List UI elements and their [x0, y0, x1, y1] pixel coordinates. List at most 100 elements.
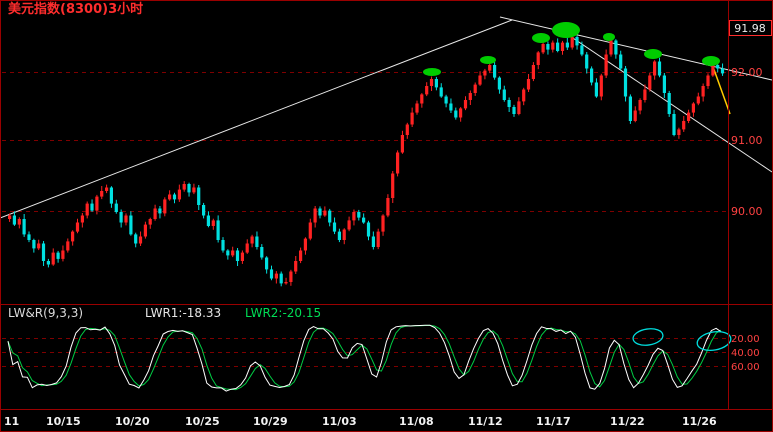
candle-body	[37, 243, 41, 249]
candle-body	[648, 75, 652, 90]
candles-layer	[8, 34, 725, 287]
candle-body	[473, 84, 477, 93]
candle-body	[522, 89, 526, 102]
candle-body	[357, 212, 361, 218]
candle-body	[662, 75, 666, 93]
candle-body	[434, 79, 438, 88]
candle-body	[633, 110, 637, 121]
axes-layer: 92.00 91.00 90.00 20.00 40.00 60.00 11 10/15 10/…	[4, 66, 763, 428]
candle-body	[396, 152, 400, 174]
candle-body	[158, 208, 162, 214]
candle-body	[386, 198, 390, 216]
candle-body	[124, 215, 128, 223]
candle-body	[231, 250, 235, 256]
candle-body	[405, 124, 409, 135]
trendline	[499, 16, 773, 81]
candle-body	[255, 236, 259, 247]
candle-body	[400, 135, 404, 153]
chart-title: 美元指数(8300)3小时	[8, 1, 143, 17]
latest-price-value: 91.98	[734, 22, 766, 35]
candle-body	[425, 86, 429, 95]
candle-body	[206, 215, 210, 226]
candle-body	[628, 96, 632, 121]
candle-body	[488, 65, 492, 71]
candle-body	[250, 236, 254, 244]
candle-body	[153, 208, 157, 219]
candle-body	[202, 205, 206, 216]
candle-body	[80, 215, 84, 223]
candle-body	[274, 273, 278, 279]
candle-body	[8, 215, 12, 219]
candle-body	[604, 54, 608, 76]
candle-body	[12, 215, 16, 225]
candle-body	[46, 261, 50, 265]
candle-body	[551, 42, 555, 50]
candle-body	[444, 96, 448, 104]
date-label: 11/22	[610, 415, 645, 428]
candle-body	[366, 222, 371, 237]
price-axis-label: 90.00	[731, 205, 763, 218]
candle-body	[493, 65, 497, 78]
candle-body	[439, 87, 443, 97]
candle-body	[531, 65, 535, 79]
candle-body	[706, 75, 710, 86]
indicator-axis-label: 20.00	[731, 334, 760, 345]
date-label: 11/12	[468, 415, 503, 428]
candle-body	[61, 250, 65, 259]
candle-body	[177, 189, 181, 200]
lwr2-line	[7, 324, 722, 391]
candle-body	[657, 61, 662, 76]
candle-body	[638, 100, 642, 111]
date-label: 11	[4, 415, 19, 428]
candle-body	[483, 70, 487, 76]
candle-body	[565, 42, 569, 48]
candle-body	[463, 100, 468, 109]
candle-body	[216, 220, 220, 240]
peak-marker	[552, 22, 580, 38]
date-label: 10/20	[115, 415, 150, 428]
candle-body	[211, 220, 215, 226]
candle-body	[682, 121, 686, 130]
peak-markers-layer	[423, 22, 720, 76]
candle-body	[313, 208, 317, 223]
candle-body	[362, 217, 366, 223]
candle-body	[289, 271, 293, 282]
candle-body	[187, 184, 191, 193]
hand-drawn-circle	[696, 331, 732, 351]
candle-body	[269, 269, 274, 279]
candle-body	[284, 282, 288, 284]
candle-body	[192, 187, 196, 193]
candle-body	[265, 257, 269, 270]
candle-body	[90, 203, 94, 211]
candle-body	[711, 65, 715, 76]
peak-marker	[532, 33, 550, 43]
date-label: 11/08	[399, 415, 434, 428]
candle-body	[143, 224, 147, 237]
date-label: 11/26	[682, 415, 717, 428]
candle-body	[197, 187, 201, 205]
price-axis-label: 91.00	[731, 134, 763, 147]
candle-body	[27, 234, 31, 240]
candle-body	[279, 273, 283, 284]
peak-marker	[480, 56, 496, 64]
candle-body	[134, 234, 138, 244]
candle-body	[454, 110, 458, 118]
candle-body	[478, 75, 482, 85]
candle-body	[410, 112, 414, 125]
date-label: 10/29	[253, 415, 288, 428]
indicator-axis-label: 60.00	[731, 362, 760, 373]
trendlines-layer	[0, 16, 773, 219]
candle-body	[109, 187, 113, 204]
latest-price-frame	[729, 20, 772, 36]
indicator-name: LW&R(9,3,3)	[8, 306, 83, 320]
candle-body	[459, 108, 463, 118]
candle-body	[614, 40, 618, 55]
candle-body	[22, 219, 26, 235]
candle-body	[696, 96, 700, 104]
candle-body	[381, 215, 385, 232]
candle-body	[119, 212, 123, 223]
candle-body	[308, 222, 312, 239]
